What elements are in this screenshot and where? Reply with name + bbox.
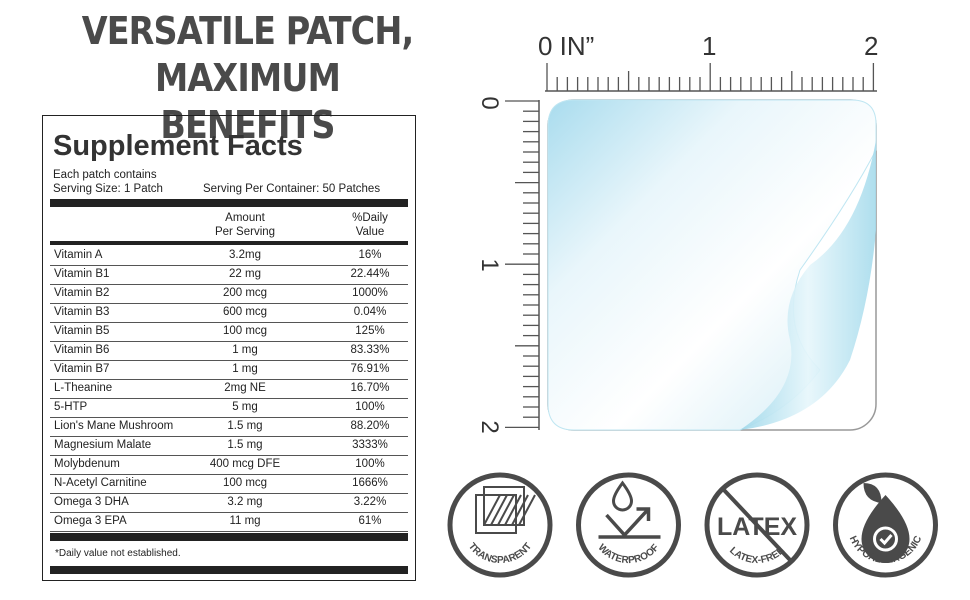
nutrient-name: Omega 3 DHA <box>54 496 129 508</box>
top-ruler <box>545 63 877 92</box>
headline-line-1: VERSATILE PATCH, <box>81 9 414 53</box>
daily-value: 100% <box>355 458 385 470</box>
amount: 400 mcg DFE <box>209 458 281 470</box>
table-row: N-Acetyl Carnitine 100 mcg 1666% <box>50 474 408 494</box>
badge-waterproof: WATERPROOF <box>576 472 681 578</box>
peeling-corner <box>740 140 876 430</box>
daily-value: 1000% <box>352 287 388 299</box>
ruler-label-0in: 0 IN” <box>538 31 594 61</box>
headline: VERSATILE PATCH, MAXIMUM BENEFITS <box>74 8 422 149</box>
table-row: Vitamin B5 100 mcg 125% <box>50 322 408 342</box>
divider-medium <box>50 241 408 245</box>
facts-title: Supplement Facts <box>53 130 303 162</box>
nutrient-name: Magnesium Malate <box>54 439 152 451</box>
amount-header: Amount Per Serving <box>214 212 276 238</box>
badge-label: TRANSPARENT <box>466 541 534 566</box>
dv-header: %Daily Value <box>352 212 388 238</box>
daily-value: 1666% <box>352 477 388 489</box>
daily-value: 100% <box>355 401 385 413</box>
nutrient-name: Vitamin B3 <box>54 306 110 318</box>
footnote: *Daily value not established. <box>55 548 181 559</box>
nutrient-name: Lion's Mane Mushroom <box>54 420 174 432</box>
amount: 600 mcg <box>222 306 268 318</box>
nutrient-name: L-Theanine <box>54 382 113 394</box>
ruler-label-2: 2 <box>864 31 878 61</box>
amount: 11 mg <box>229 515 261 527</box>
amount: 100 mcg <box>222 477 268 489</box>
table-row: Magnesium Malate 1.5 mg 3333% <box>50 436 408 456</box>
daily-value: 22.44% <box>350 268 390 280</box>
amount: 1 mg <box>232 344 258 356</box>
amount: 3.2mg <box>229 249 261 261</box>
table-row: Lion's Mane Mushroom 1.5 mg 88.20% <box>50 417 408 437</box>
table-row: Vitamin B2 200 mcg 1000% <box>50 284 408 304</box>
ruler-left-2: 2 <box>476 420 503 433</box>
table-row: Vitamin B1 22 mg 22.44% <box>50 265 408 285</box>
amount: 1 mg <box>232 363 258 375</box>
amount: 5 mg <box>232 401 258 413</box>
ruler-left-1: 1 <box>476 258 503 271</box>
amount: 1.5 mg <box>227 420 263 432</box>
table-row: Vitamin B6 1 mg 83.33% <box>50 341 408 361</box>
badge-label: WATERPROOF <box>596 542 662 566</box>
divider-thick <box>50 533 408 541</box>
nutrient-name: Vitamin A <box>54 249 103 261</box>
daily-value: 88.20% <box>350 420 390 432</box>
badge-latex-free: LATEXLATEX-FREE <box>704 472 810 578</box>
badge-transparent: TRANSPARENT <box>447 472 553 578</box>
table-row: 5-HTP 5 mg 100% <box>50 398 408 418</box>
table-row: Vitamin B7 1 mg 76.91% <box>50 360 408 380</box>
nutrient-name: Vitamin B5 <box>54 325 110 337</box>
nutrient-name: Vitamin B7 <box>54 363 110 375</box>
daily-value: 3.22% <box>353 496 387 508</box>
ruler-left-0: 0 <box>476 96 503 109</box>
table-row: Omega 3 DHA 3.2 mg 3.22% <box>50 493 408 513</box>
transparent-squares-icon <box>475 486 536 534</box>
left-ruler <box>505 100 540 430</box>
servings-per-container: Serving Per Container: 50 Patches <box>203 183 381 195</box>
daily-value: 76.91% <box>350 363 390 375</box>
nutrient-name: Vitamin B6 <box>54 344 110 356</box>
amount: 1.5 mg <box>227 439 263 451</box>
divider-thick <box>50 199 408 207</box>
divider-thick <box>50 566 408 574</box>
latex-crossed-icon: LATEX <box>717 487 797 563</box>
each-patch: Each patch contains <box>53 169 157 181</box>
supplement-facts-panel: Supplement Facts Each patch contains Ser… <box>42 115 416 581</box>
amount: 200 mcg <box>222 287 268 299</box>
headline-line-2: MAXIMUM BENEFITS <box>155 56 341 147</box>
daily-value: 83.33% <box>350 344 390 356</box>
amount: 22 mg <box>229 268 261 280</box>
ruler-label-1: 1 <box>702 31 716 61</box>
badge-hypoallergenic: HYPOALLERGENIC <box>833 472 938 578</box>
daily-value: 61% <box>358 515 382 527</box>
daily-value: 125% <box>355 325 385 337</box>
amount: 3.2 mg <box>227 496 263 508</box>
nutrient-name: Molybdenum <box>54 458 120 470</box>
nutrient-name: Omega 3 EPA <box>54 515 127 527</box>
water-drop-repel-icon <box>598 480 661 539</box>
daily-value: 16.70% <box>350 382 390 394</box>
daily-value: 16% <box>358 249 382 261</box>
table-row: Vitamin A 3.2mg 16% <box>50 246 408 266</box>
daily-value: 0.04% <box>353 306 387 318</box>
daily-value: 3333% <box>352 439 388 451</box>
nutrient-name: Vitamin B1 <box>54 268 110 280</box>
table-row: Molybdenum 400 mcg DFE 100% <box>50 455 408 475</box>
table-row: Omega 3 EPA 11 mg 61% <box>50 512 408 532</box>
table-row: Vitamin B3 600 mcg 0.04% <box>50 303 408 323</box>
amount: 100 mcg <box>222 325 268 337</box>
amount: 2mg NE <box>224 382 266 394</box>
table-row: L-Theanine 2mg NE 16.70% <box>50 379 408 399</box>
nutrient-name: N-Acetyl Carnitine <box>54 477 147 489</box>
badge-label: LATEX-FREE <box>727 545 787 566</box>
nutrient-name: 5-HTP <box>54 401 88 413</box>
leaf-drop-check-icon <box>861 483 910 563</box>
nutrient-name: Vitamin B2 <box>54 287 110 299</box>
serving-size: Serving Size: 1 Patch <box>53 183 163 195</box>
